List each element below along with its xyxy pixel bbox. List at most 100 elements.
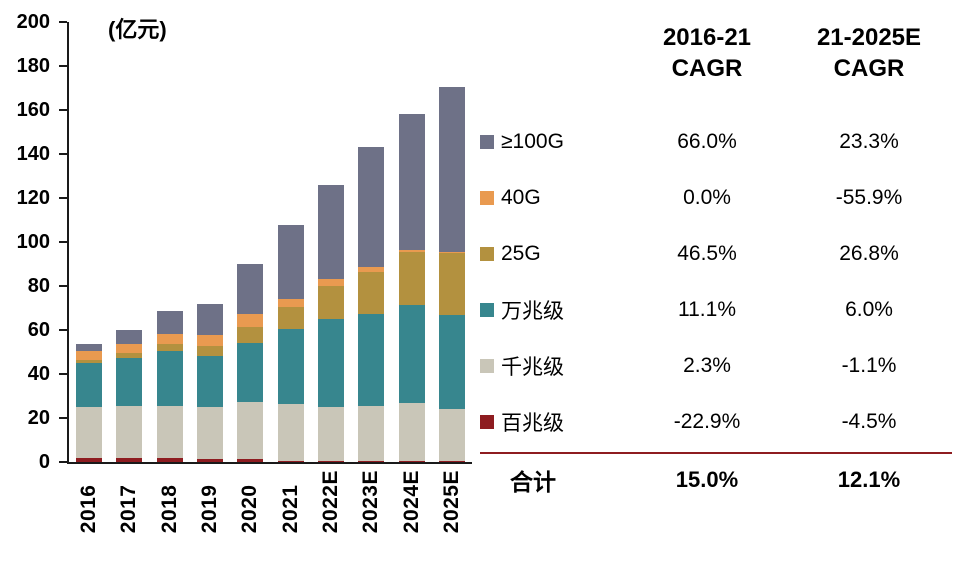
bar-segment-万兆级-2025E bbox=[438, 314, 465, 410]
legend-label: 万兆级 bbox=[501, 300, 564, 323]
bar-segment-40G-2016 bbox=[76, 350, 103, 360]
bar-segment-千兆级-2017 bbox=[116, 406, 143, 459]
bar-segment-百兆级-2023E bbox=[358, 460, 385, 462]
legend-item-40g: 40G bbox=[480, 170, 628, 226]
bar-slot-2020 bbox=[230, 22, 270, 462]
cagr1-value-10g: 11.1% bbox=[678, 298, 736, 321]
total-row-label: 合计 bbox=[510, 469, 556, 495]
bar-segment-40G-2025E bbox=[438, 251, 465, 254]
y-axis-unit-label: (亿元) bbox=[108, 17, 167, 42]
total-cagr1-value: 15.0% bbox=[675, 467, 739, 492]
y-tick-mark bbox=[59, 109, 67, 111]
bar-segment-千兆级-2018 bbox=[156, 405, 183, 459]
y-tick-mark bbox=[59, 329, 67, 331]
y-tick-mark bbox=[59, 373, 67, 375]
bar-segment-万兆级-2017 bbox=[116, 357, 143, 407]
y-tick-label-200: 200 bbox=[16, 11, 50, 33]
bar-segment-百兆级-2016 bbox=[76, 457, 103, 462]
bar-segment-≥100G-2018 bbox=[156, 310, 183, 334]
bar-slot-2017 bbox=[109, 22, 149, 462]
bar-segment-40G-2020 bbox=[237, 314, 264, 328]
legend-item-100m: 百兆级 bbox=[480, 394, 628, 450]
bar-segment-百兆级-2022E bbox=[317, 460, 344, 462]
col-header-line2: CAGR bbox=[671, 55, 743, 82]
y-tick-mark bbox=[59, 197, 67, 199]
col-header-line1: 21-2025E bbox=[816, 24, 922, 51]
cagr1-value-100m: -22.9% bbox=[673, 410, 741, 433]
bar-segment-25G-2024E bbox=[398, 251, 425, 305]
x-tick-label-2019: 2019 bbox=[198, 484, 222, 534]
bar-segment-万兆级-2024E bbox=[398, 304, 425, 403]
bar-segment-40G-2018 bbox=[156, 333, 183, 344]
bar-segment-千兆级-2022E bbox=[317, 407, 344, 461]
bar-segment-≥100G-2024E bbox=[398, 114, 425, 250]
bar-2023E bbox=[358, 22, 385, 462]
y-tick-mark bbox=[59, 65, 67, 67]
x-tick-label-2016: 2016 bbox=[77, 484, 101, 534]
bar-segment-25G-2020 bbox=[237, 327, 264, 343]
bar-segment-万兆级-2020 bbox=[237, 342, 264, 403]
legend-label: 40G bbox=[501, 186, 541, 209]
legend-item-25g: 25G bbox=[480, 226, 628, 282]
y-tick-label-60: 60 bbox=[27, 319, 50, 341]
col-header-line2: CAGR bbox=[833, 55, 905, 82]
bar-slot-2016 bbox=[69, 22, 109, 462]
x-label-slot-2018: 2018 bbox=[150, 470, 190, 534]
total-cagr2-value: 12.1% bbox=[837, 467, 901, 492]
bar-segment-25G-2025E bbox=[438, 253, 465, 315]
bar-slot-2025E bbox=[432, 22, 472, 462]
bar-2022E bbox=[317, 22, 344, 462]
bar-2019 bbox=[197, 22, 224, 462]
x-label-slot-2016: 2016 bbox=[69, 470, 109, 534]
legend-swatch-100m bbox=[480, 415, 494, 429]
bar-slot-2018 bbox=[150, 22, 190, 462]
bar-segment-万兆级-2016 bbox=[76, 363, 103, 408]
x-label-slot-2023E: 2023E bbox=[351, 470, 391, 533]
legend-label: 百兆级 bbox=[501, 412, 564, 435]
x-tick-label-2025E: 2025E bbox=[439, 470, 463, 534]
bar-2018 bbox=[156, 22, 183, 462]
y-axis-labels: 0 20 40 60 80 100 120 140 160 180 200 bbox=[0, 11, 56, 473]
bar-segment-25G-2018 bbox=[156, 343, 183, 351]
x-label-slot-2022E: 2022E bbox=[311, 470, 351, 533]
bar-2016 bbox=[76, 22, 103, 462]
bar-segment-千兆级-2023E bbox=[358, 405, 385, 461]
bar-segment-万兆级-2023E bbox=[358, 313, 385, 406]
cagr1-value-25g: 46.5% bbox=[677, 242, 737, 265]
legend-label: 25G bbox=[501, 242, 541, 265]
x-label-slot-2025E: 2025E bbox=[432, 470, 472, 533]
bar-segment-≥100G-2025E bbox=[438, 86, 465, 252]
x-tick-label-2020: 2020 bbox=[238, 484, 262, 534]
bar-segment-千兆级-2016 bbox=[76, 407, 103, 458]
legend-swatch-40g bbox=[480, 191, 494, 205]
bar-segment-≥100G-2017 bbox=[116, 330, 143, 345]
bar-segment-万兆级-2018 bbox=[156, 350, 183, 406]
y-tick-label-100: 100 bbox=[16, 231, 50, 253]
legend-item-10g: 万兆级 bbox=[480, 282, 628, 338]
bar-segment-百兆级-2021 bbox=[277, 460, 304, 462]
cagr1-value-100g: 66.0% bbox=[677, 130, 737, 153]
cagr2-value-40g: -55.9% bbox=[835, 186, 903, 209]
y-tick-label-160: 160 bbox=[16, 99, 50, 121]
bar-2017 bbox=[116, 22, 143, 462]
cagr1-value-1g: 2.3% bbox=[683, 354, 731, 377]
bar-segment-百兆级-2017 bbox=[116, 458, 143, 462]
bar-slot-2021 bbox=[270, 22, 310, 462]
bar-segment-千兆级-2019 bbox=[197, 407, 224, 459]
bar-segment-千兆级-2024E bbox=[398, 402, 425, 461]
bar-segment-40G-2019 bbox=[197, 334, 224, 346]
y-tick-label-80: 80 bbox=[27, 275, 50, 297]
y-tick-label-0: 0 bbox=[38, 451, 50, 473]
legend-swatch-100g bbox=[480, 135, 494, 149]
y-tick-mark bbox=[59, 153, 67, 155]
legend-item-100g: ≥100G bbox=[480, 114, 628, 170]
bar-slot-2024E bbox=[391, 22, 431, 462]
bar-segment-25G-2021 bbox=[277, 307, 304, 330]
cagr2-value-100g: 23.3% bbox=[839, 130, 899, 153]
bar-segment-百兆级-2020 bbox=[237, 459, 264, 462]
bar-segment-25G-2023E bbox=[358, 271, 385, 314]
y-tick-mark bbox=[59, 241, 67, 243]
col-header-2016-21-cagr: 2016-21 CAGR bbox=[628, 18, 786, 114]
y-tick-mark bbox=[59, 461, 67, 463]
bar-segment-万兆级-2021 bbox=[277, 329, 304, 405]
